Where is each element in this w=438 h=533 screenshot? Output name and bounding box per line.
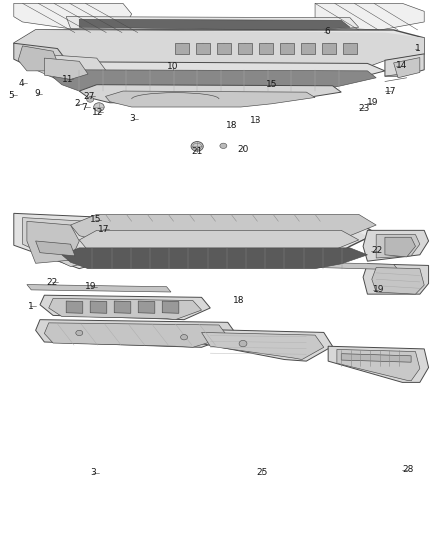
Polygon shape [14,30,424,70]
Polygon shape [44,323,228,348]
Text: 15: 15 [90,215,101,224]
Polygon shape [315,3,424,30]
Polygon shape [79,19,350,30]
Ellipse shape [94,103,104,111]
Polygon shape [49,298,201,320]
Text: 28: 28 [402,465,413,474]
Text: 17: 17 [385,86,396,95]
Text: 12: 12 [92,108,103,117]
Polygon shape [280,43,294,54]
Polygon shape [27,221,79,263]
Polygon shape [14,3,132,33]
Text: 3: 3 [90,469,96,477]
Text: 2: 2 [74,99,80,108]
Ellipse shape [239,341,247,347]
Polygon shape [27,285,171,292]
Polygon shape [343,43,357,54]
Polygon shape [79,85,341,103]
Text: 23: 23 [359,103,370,112]
Polygon shape [162,301,179,313]
Polygon shape [66,301,83,313]
Polygon shape [106,91,315,107]
Polygon shape [328,346,428,382]
Text: 1: 1 [28,302,33,311]
Polygon shape [341,354,411,362]
Text: 9: 9 [34,89,40,98]
Text: 6: 6 [325,27,330,36]
Ellipse shape [180,335,187,340]
Text: 7: 7 [81,102,88,111]
Text: 18: 18 [226,120,238,130]
Polygon shape [259,43,273,54]
Text: 10: 10 [167,62,179,71]
Polygon shape [301,43,315,54]
Polygon shape [138,301,155,313]
Polygon shape [66,17,359,31]
Text: 27: 27 [83,92,95,101]
Text: 14: 14 [396,61,407,70]
Polygon shape [35,54,106,82]
Text: 25: 25 [256,469,268,477]
Polygon shape [363,264,428,294]
Polygon shape [71,227,367,257]
Polygon shape [385,54,424,76]
Polygon shape [35,320,237,348]
Polygon shape [322,43,336,54]
Text: 3: 3 [130,114,135,123]
Polygon shape [14,43,66,70]
Ellipse shape [87,97,94,102]
Polygon shape [363,230,428,261]
Polygon shape [238,43,252,54]
Text: 19: 19 [85,282,97,291]
Text: 22: 22 [46,278,58,287]
Text: 21: 21 [191,147,203,156]
Text: 22: 22 [371,246,383,255]
Polygon shape [71,214,376,243]
Polygon shape [201,333,324,360]
Text: 18: 18 [233,296,244,305]
Polygon shape [44,62,385,85]
Polygon shape [90,301,107,313]
Ellipse shape [220,143,227,149]
Ellipse shape [191,142,203,151]
Polygon shape [376,235,420,258]
Polygon shape [193,329,332,361]
Polygon shape [44,58,88,79]
Text: 5: 5 [9,91,14,100]
Polygon shape [35,241,75,256]
Polygon shape [385,237,416,257]
Polygon shape [57,223,376,257]
Polygon shape [18,46,57,71]
Polygon shape [79,230,359,258]
Text: 17: 17 [98,225,109,234]
Polygon shape [394,58,420,78]
Polygon shape [175,43,189,54]
Polygon shape [62,248,367,269]
Polygon shape [40,295,210,320]
Polygon shape [14,30,424,70]
Polygon shape [337,350,420,381]
Polygon shape [315,262,398,270]
Text: 1: 1 [415,44,420,53]
Text: 20: 20 [237,145,249,154]
Text: 19: 19 [367,98,379,107]
Polygon shape [114,301,131,313]
Polygon shape [14,213,119,269]
Text: 19: 19 [373,285,384,294]
Text: 11: 11 [62,75,73,84]
Polygon shape [53,70,376,91]
Ellipse shape [76,330,83,336]
Polygon shape [217,43,231,54]
Text: 4: 4 [19,78,25,87]
Text: 15: 15 [265,80,277,89]
Polygon shape [372,268,424,294]
Polygon shape [196,43,210,54]
Polygon shape [22,217,106,266]
Text: 13: 13 [251,116,262,125]
